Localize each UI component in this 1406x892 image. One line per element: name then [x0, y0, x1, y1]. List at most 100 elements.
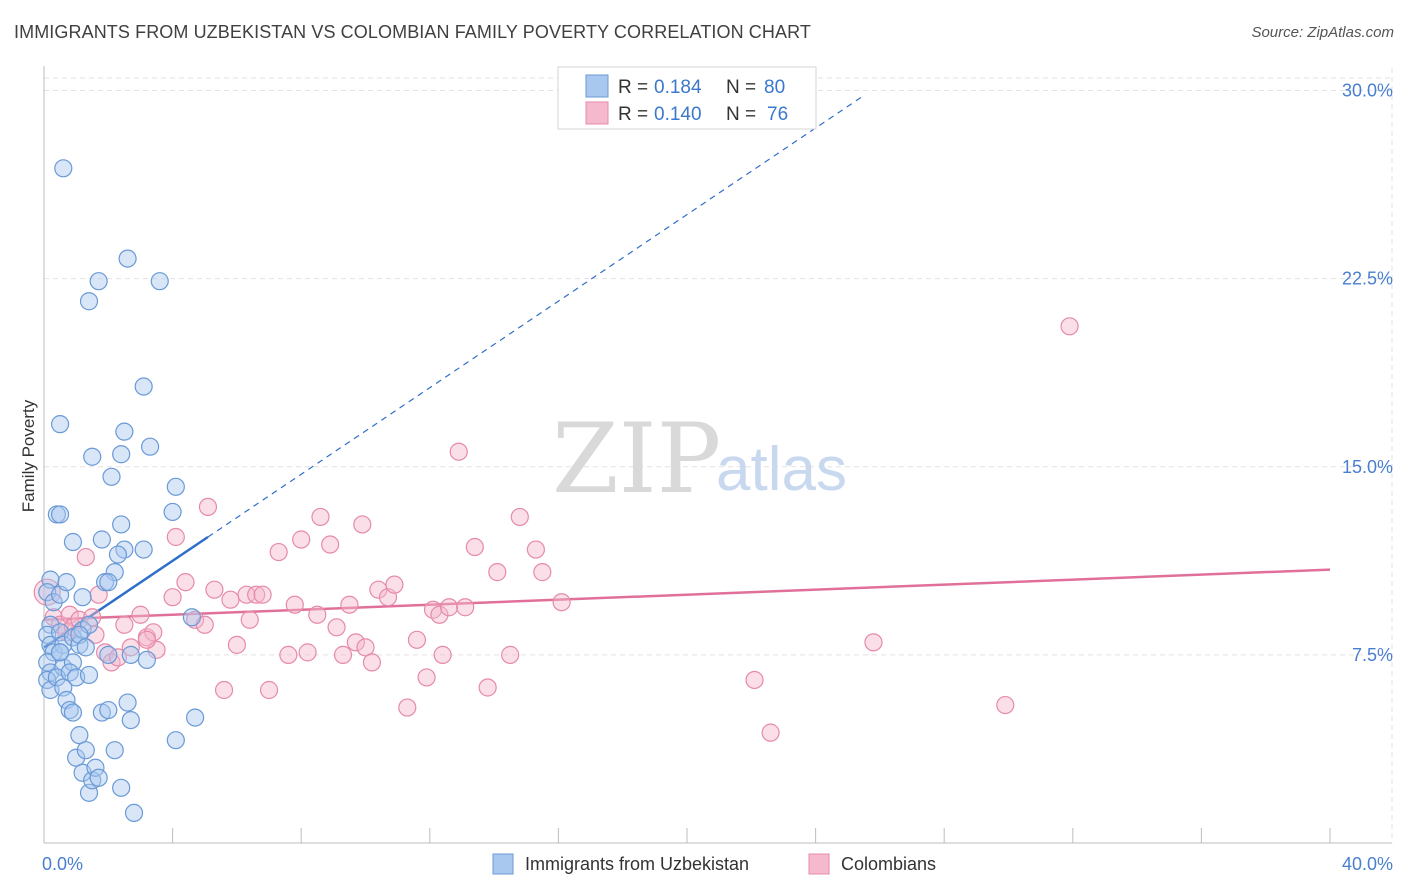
colombians-point: [237, 585, 256, 604]
uzbekistan-point: [102, 467, 121, 486]
bottom-legend-swatch-pink: [808, 853, 830, 875]
uzbekistan-point: [118, 693, 137, 712]
colombians-point: [449, 442, 468, 461]
colombians-point: [115, 615, 134, 634]
colombians-point: [205, 580, 224, 599]
uzbekistan-point: [121, 710, 140, 730]
colombians-point: [346, 633, 365, 652]
colombians-trend-line: [43, 568, 1331, 622]
colombians-point: [33, 578, 61, 606]
bottom-legend-label-uzbekistan: Immigrants from Uzbekistan: [525, 854, 749, 874]
bottom-legend-label-colombians: Colombians: [841, 854, 936, 874]
colombians-point: [176, 573, 195, 592]
colombians-point: [186, 610, 205, 629]
uzbekistan-point: [99, 645, 118, 664]
uzbekistan-point: [182, 608, 201, 627]
colombians-point: [385, 575, 404, 594]
colombians-point: [407, 630, 427, 649]
uzbekistan-point: [67, 748, 86, 767]
uzbekistan-point: [121, 645, 140, 664]
uzbekistan-point: [89, 272, 108, 291]
legend-r-label-1: R =: [618, 77, 648, 98]
colombians-point: [227, 635, 246, 654]
uzbekistan-point: [57, 573, 76, 592]
legend-r-label-2: R =: [618, 104, 648, 125]
uzbekistan-point: [73, 588, 92, 607]
colombians-point: [298, 643, 317, 662]
colombians-point: [308, 605, 327, 624]
colombians-point: [526, 540, 545, 559]
colombians-point: [761, 723, 780, 742]
legend-swatch-blue: [585, 74, 609, 98]
watermark-zip: ZIP: [552, 403, 721, 515]
colombians-point: [465, 537, 484, 557]
uzbekistan-point: [166, 731, 185, 750]
colombians-point: [121, 638, 140, 657]
uzbekistan-point: [115, 422, 134, 441]
y-tick-label-0: 7.5%: [1352, 645, 1393, 665]
colombians-point: [417, 668, 436, 687]
uzbekistan-point: [54, 159, 73, 178]
uzbekistan-point: [186, 708, 205, 727]
axes: [43, 66, 1392, 844]
colombians-point: [333, 645, 353, 664]
colombians-point: [221, 590, 240, 609]
uzbekistan-point: [83, 447, 102, 466]
colombians-point: [279, 645, 298, 664]
colombians-point: [745, 670, 764, 690]
uzbekistan-point: [92, 530, 111, 549]
trend-lines: [43, 95, 1331, 649]
legend-r-value-1: 0.184: [654, 77, 702, 98]
uzbekistan-point: [112, 778, 131, 797]
uzbekistan-point: [79, 665, 99, 685]
uzbekistan-point: [44, 593, 63, 612]
colombians-point: [996, 695, 1015, 715]
colombians-point: [439, 598, 459, 617]
colombians-points: [33, 317, 1079, 742]
uzbekistan-point: [79, 292, 99, 311]
colombians-point: [456, 598, 475, 617]
uzbekistan-point: [70, 726, 89, 745]
y-tick-labels: 7.5% 15.0% 22.5% 30.0%: [1342, 81, 1393, 665]
colombians-point: [163, 588, 182, 607]
uzbekistan-point: [134, 540, 153, 559]
y-tick-label-1: 15.0%: [1342, 457, 1393, 477]
uzbekistan-point: [118, 249, 137, 268]
uzbekistan-point: [50, 643, 70, 662]
x-tick-label-max: 40.0%: [1342, 854, 1393, 874]
uzbekistan-point: [63, 653, 83, 672]
uzbekistan-point: [60, 700, 79, 720]
uzbekistan-point: [99, 700, 118, 720]
watermark-atlas: atlas: [716, 435, 847, 504]
uzbekistan-points: [38, 159, 205, 823]
colombians-point: [327, 618, 346, 637]
colombians-point: [166, 527, 185, 547]
colombians-point: [311, 507, 330, 527]
uzbekistan-point: [63, 532, 83, 552]
colombians-point: [430, 605, 449, 624]
bottom-legend-swatch-blue: [492, 853, 514, 875]
colombians-point: [240, 610, 259, 629]
chart-title: IMMIGRANTS FROM UZBEKISTAN VS COLOMBIAN …: [14, 22, 811, 42]
uzbekistan-point: [137, 650, 156, 670]
colombians-point: [501, 645, 520, 664]
uzbekistan-point: [76, 638, 95, 657]
y-tick-label-2: 22.5%: [1342, 269, 1393, 289]
colombians-point: [478, 678, 497, 697]
uzbekistan-point: [124, 803, 144, 823]
uzbekistan-point: [134, 377, 153, 396]
colombians-point: [214, 680, 234, 700]
colombians-point: [864, 633, 883, 652]
colombians-point: [269, 542, 288, 562]
chart-source: Source: ZipAtlas.com: [1251, 24, 1394, 41]
colombians-point: [131, 605, 150, 624]
uzbekistan-point: [89, 768, 108, 787]
legend-r-value-2: 0.140: [654, 104, 702, 125]
uzbekistan-point: [166, 477, 185, 496]
colombians-point: [533, 563, 552, 582]
uzbekistan-point: [112, 515, 131, 534]
uzbekistan-point: [112, 445, 131, 464]
uzbekistan-point: [76, 741, 95, 760]
legend-n-label-2: N =: [726, 104, 756, 125]
colombians-point: [137, 630, 156, 649]
